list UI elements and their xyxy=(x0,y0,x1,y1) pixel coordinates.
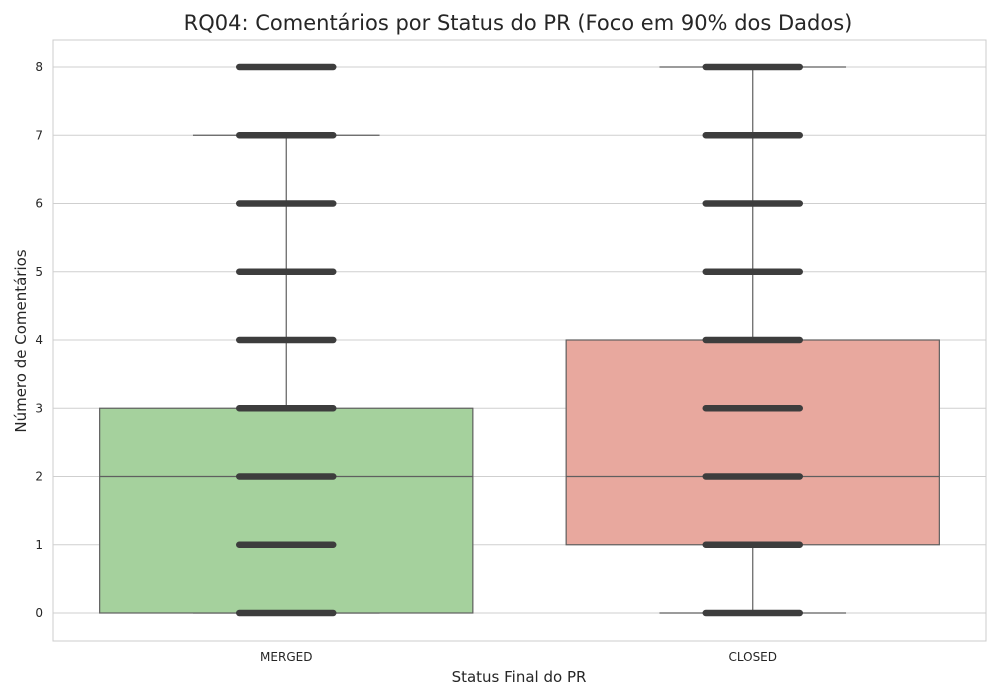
closed-box xyxy=(565,339,940,546)
x-tick-label-merged: MERGED xyxy=(260,650,312,664)
y-tick-label-0: 0 xyxy=(35,606,43,620)
plot-area: 0 1 2 3 4 5 6 7 8 MERGED CLOSED xyxy=(35,39,987,664)
x-tick-label-closed: CLOSED xyxy=(728,650,777,664)
y-tick-label-3: 3 xyxy=(35,401,43,415)
y-tick-label-5: 5 xyxy=(35,265,43,279)
y-tick-label-7: 7 xyxy=(35,128,43,142)
y-tick-label-1: 1 xyxy=(35,538,43,552)
y-tick-label-4: 4 xyxy=(35,333,43,347)
y-tick-label-2: 2 xyxy=(35,470,43,484)
y-axis-label: Número de Comentários xyxy=(12,249,30,432)
y-tick-label-6: 6 xyxy=(35,197,43,211)
y-tick-label-8: 8 xyxy=(35,60,43,74)
merged-box xyxy=(99,407,474,614)
x-axis-label: Status Final do PR xyxy=(452,668,587,686)
chart-title: RQ04: Comentários por Status do PR (Foco… xyxy=(184,11,853,35)
